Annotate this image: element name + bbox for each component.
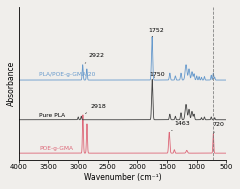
Text: 2922: 2922 xyxy=(85,53,105,63)
Text: 1752: 1752 xyxy=(149,28,164,37)
Text: 2918: 2918 xyxy=(85,104,106,114)
Text: POE-g-GMA: POE-g-GMA xyxy=(40,146,73,151)
Text: Pure PLA: Pure PLA xyxy=(40,113,66,118)
Y-axis label: Absorbance: Absorbance xyxy=(7,61,16,106)
Text: 1750: 1750 xyxy=(149,72,165,77)
Text: PLA/POE-g-GMA 20: PLA/POE-g-GMA 20 xyxy=(40,72,96,77)
X-axis label: Wavenumber (cm⁻¹): Wavenumber (cm⁻¹) xyxy=(84,173,161,182)
Text: 720: 720 xyxy=(213,122,225,134)
Text: 1463: 1463 xyxy=(172,121,191,131)
